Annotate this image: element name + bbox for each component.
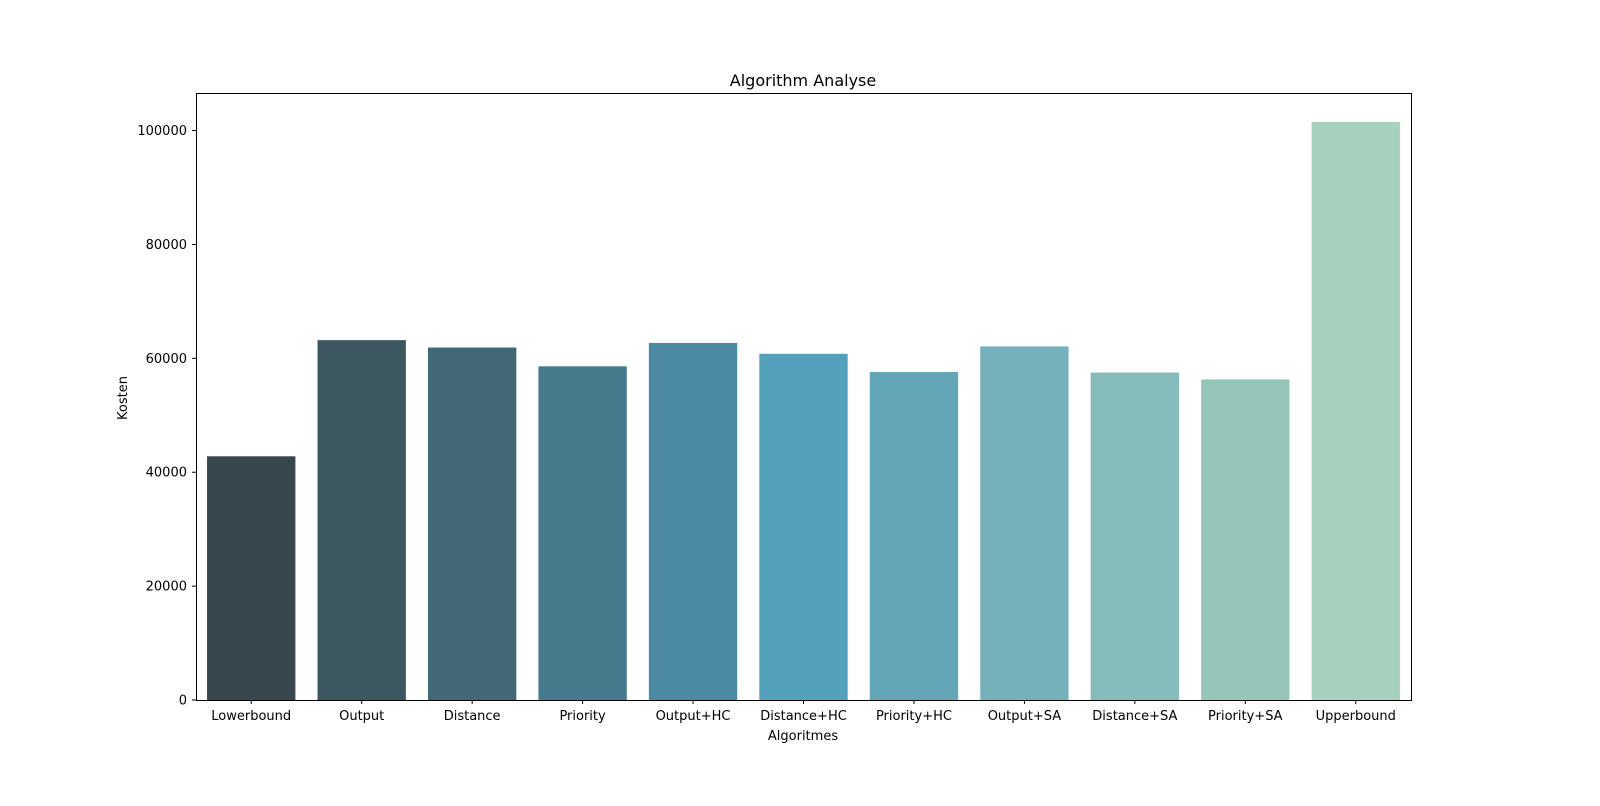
y-tick-label: 60000 [146,352,187,367]
x-tick-label: Output+SA [988,709,1062,724]
y-axis-label: Kosten [116,376,131,420]
plot-frame [196,93,1412,701]
y-tick-label: 40000 [146,466,187,481]
y-tick-label: 0 [179,694,187,709]
x-axis: Lowerbound Output Distance Priority Output+H… [211,700,1396,724]
x-tick-label: Priority+HC [876,709,952,724]
bar-distance [427,347,517,700]
y-axis: 0 20000 40000 60000 80000 100000 [137,124,196,709]
x-tick-label: Priority [559,709,606,724]
y-tick-label: 20000 [146,580,187,595]
x-tick-label: Distance [444,709,501,724]
bar-output-sa [980,346,1069,700]
bar-lowerbound [207,456,296,700]
bar-distance-sa [1090,372,1180,700]
x-tick-label: Upperbound [1316,709,1396,724]
x-axis-label: Algoritmes [768,729,838,744]
x-tick-label: Output+HC [656,709,731,724]
y-tick-label: 100000 [137,124,187,139]
bar-priority-hc [869,372,959,700]
x-tick-label: Output [339,709,384,724]
bar-priority-sa [1201,379,1290,700]
x-tick-label: Distance+HC [760,709,847,724]
x-tick-label: Priority+SA [1208,709,1283,724]
bar-distance-hc [759,353,848,700]
chart-title: Algorithm Analyse [730,71,876,90]
bar-upperbound [1311,122,1400,700]
y-tick-label: 80000 [146,238,187,253]
bars-group [207,122,1400,700]
bar-priority [538,366,627,700]
bar-output-hc [648,342,738,700]
x-tick-label: Lowerbound [211,709,291,724]
x-tick-label: Distance+SA [1092,709,1177,724]
bar-output [317,340,406,700]
